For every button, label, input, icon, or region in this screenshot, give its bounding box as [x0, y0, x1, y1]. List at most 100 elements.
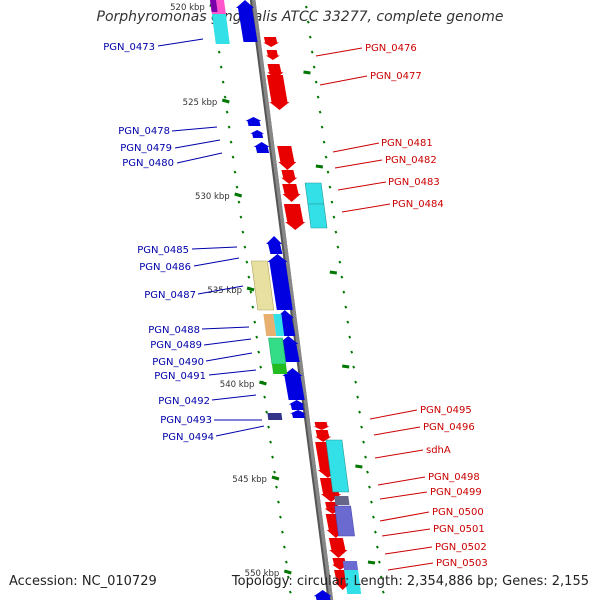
- reverse-gene[interactable]: [236, 0, 258, 42]
- feature-box[interactable]: [334, 496, 350, 505]
- feature-box[interactable]: [304, 182, 325, 205]
- feature-box[interactable]: [263, 314, 277, 336]
- forward-gene[interactable]: [281, 170, 298, 184]
- feature-box[interactable]: [268, 337, 287, 365]
- scale-label: 535 kbp: [207, 286, 242, 296]
- minor-tick: [362, 440, 365, 444]
- forward-gene[interactable]: [282, 184, 301, 202]
- minor-tick: [255, 335, 259, 339]
- minor-tick: [263, 395, 267, 399]
- feature-box[interactable]: [271, 364, 288, 374]
- reverse-gene-label[interactable]: PGN_0494: [162, 432, 214, 443]
- forward-gene[interactable]: [283, 204, 306, 230]
- reverse-gene-label[interactable]: PGN_0473: [103, 42, 155, 53]
- forward-gene[interactable]: [265, 50, 280, 60]
- minor-tick: [310, 50, 314, 54]
- forward-gene-label[interactable]: PGN_0498: [428, 472, 480, 483]
- minor-tick: [344, 305, 348, 309]
- reverse-gene-label[interactable]: PGN_0491: [154, 371, 206, 382]
- minor-tick: [227, 125, 231, 129]
- reverse-gene-label[interactable]: PGN_0485: [137, 245, 189, 256]
- minor-tick: [375, 545, 379, 549]
- forward-gene[interactable]: [263, 37, 280, 47]
- forward-gene-label[interactable]: PGN_0502: [435, 542, 487, 553]
- forward-gene-label[interactable]: PGN_0495: [420, 405, 472, 416]
- minor-tick: [239, 215, 243, 219]
- reverse-gene-label[interactable]: PGN_0493: [160, 415, 212, 426]
- forward-gene-label[interactable]: PGN_0476: [365, 43, 417, 54]
- minor-tick: [340, 275, 344, 279]
- feature-box[interactable]: [342, 561, 359, 570]
- forward-gene-label[interactable]: PGN_0484: [392, 199, 444, 210]
- reverse-gene-label[interactable]: PGN_0479: [120, 143, 172, 154]
- feature-box[interactable]: [344, 570, 362, 594]
- reverse-gene[interactable]: [250, 130, 265, 138]
- forward-gene[interactable]: [313, 422, 330, 430]
- feature-box[interactable]: [334, 505, 355, 537]
- forward-gene-label[interactable]: PGN_0499: [430, 487, 482, 498]
- reverse-gene[interactable]: [282, 368, 305, 400]
- minor-tick: [322, 140, 326, 144]
- minor-tick: [237, 200, 241, 204]
- forward-gene-label[interactable]: PGN_0482: [385, 155, 437, 166]
- forward-gene-label[interactable]: PGN_0501: [433, 524, 485, 535]
- reverse-gene[interactable]: [267, 413, 283, 420]
- forward-gene-label[interactable]: PGN_0481: [381, 138, 433, 149]
- minor-tick: [372, 515, 375, 519]
- minor-tick: [265, 410, 269, 414]
- label-leader: [193, 257, 240, 267]
- reverse-gene[interactable]: [267, 254, 293, 310]
- minor-tick: [368, 485, 371, 489]
- minor-tick: [381, 590, 385, 594]
- forward-gene-label[interactable]: PGN_0503: [436, 558, 488, 569]
- forward-gene[interactable]: [266, 75, 290, 110]
- minor-tick: [352, 365, 356, 369]
- forward-gene[interactable]: [328, 538, 348, 558]
- label-leader: [157, 38, 204, 47]
- label-leader: [334, 159, 383, 169]
- forward-gene[interactable]: [277, 146, 297, 170]
- feature-box[interactable]: [251, 260, 275, 311]
- feature-box[interactable]: [307, 203, 328, 229]
- minor-tick: [277, 500, 280, 504]
- forward-gene-label[interactable]: sdhA: [426, 445, 451, 456]
- reverse-gene[interactable]: [266, 236, 283, 254]
- reverse-gene[interactable]: [289, 410, 306, 418]
- minor-tick: [364, 455, 367, 459]
- minor-tick: [326, 170, 330, 174]
- reverse-gene-label[interactable]: PGN_0490: [152, 357, 204, 368]
- forward-gene-label[interactable]: PGN_0496: [423, 422, 475, 433]
- scale-label: 530 kbp: [195, 192, 230, 202]
- minor-tick: [245, 260, 249, 264]
- minor-tick: [379, 575, 383, 579]
- major-tick: [283, 569, 292, 575]
- forward-gene[interactable]: [315, 430, 332, 442]
- label-leader: [203, 338, 252, 346]
- minor-tick: [286, 575, 290, 579]
- reverse-gene-label[interactable]: PGN_0486: [139, 262, 191, 273]
- minor-tick: [374, 530, 377, 534]
- minor-tick: [338, 260, 342, 264]
- label-leader: [384, 546, 433, 555]
- feature-box[interactable]: [210, 0, 218, 12]
- reverse-gene[interactable]: [253, 142, 270, 153]
- reverse-gene[interactable]: [245, 117, 262, 126]
- reverse-gene-label[interactable]: PGN_0492: [158, 396, 210, 407]
- reverse-gene-label[interactable]: PGN_0478: [118, 126, 170, 137]
- forward-gene-label[interactable]: PGN_0477: [370, 71, 422, 82]
- forward-gene-label[interactable]: PGN_0500: [432, 507, 484, 518]
- forward-gene-label[interactable]: PGN_0483: [388, 177, 440, 188]
- feature-box[interactable]: [273, 314, 285, 336]
- feature-box[interactable]: [325, 439, 350, 493]
- reverse-gene-label[interactable]: PGN_0489: [150, 340, 202, 351]
- reverse-gene[interactable]: [288, 400, 305, 410]
- reverse-gene-label[interactable]: PGN_0487: [144, 290, 196, 301]
- major-tick: [329, 270, 338, 275]
- minor-tick: [271, 455, 274, 459]
- minor-tick: [314, 80, 318, 84]
- reverse-gene-label[interactable]: PGN_0480: [122, 158, 174, 169]
- reverse-gene[interactable]: [313, 590, 332, 600]
- reverse-gene-label[interactable]: PGN_0488: [148, 325, 200, 336]
- feature-box[interactable]: [211, 14, 230, 44]
